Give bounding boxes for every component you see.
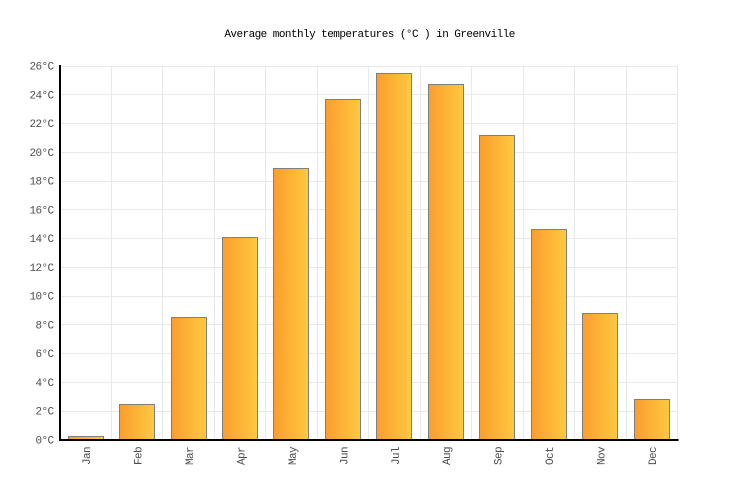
svg-text:Nov: Nov xyxy=(597,446,609,465)
svg-text:May: May xyxy=(288,446,300,465)
svg-text:Aug: Aug xyxy=(442,447,454,465)
svg-text:22°C: 22°C xyxy=(29,119,54,131)
svg-text:Sep: Sep xyxy=(494,447,506,465)
svg-text:Jan: Jan xyxy=(82,447,94,465)
svg-text:Jul: Jul xyxy=(391,447,403,465)
svg-text:4°C: 4°C xyxy=(35,378,54,390)
svg-text:20°C: 20°C xyxy=(29,148,54,160)
svg-text:Average monthly temperatures (: Average monthly temperatures (°C ) in Gr… xyxy=(224,29,514,41)
svg-text:14°C: 14°C xyxy=(29,234,54,246)
svg-text:26°C: 26°C xyxy=(29,62,54,74)
svg-text:Mar: Mar xyxy=(185,447,197,465)
svg-text:8°C: 8°C xyxy=(35,320,54,332)
svg-text:12°C: 12°C xyxy=(29,263,54,275)
svg-text:24°C: 24°C xyxy=(29,90,54,102)
svg-text:Jun: Jun xyxy=(339,447,351,465)
svg-text:Oct: Oct xyxy=(545,447,557,465)
svg-text:Dec: Dec xyxy=(648,447,660,465)
svg-text:10°C: 10°C xyxy=(29,292,54,304)
svg-text:2°C: 2°C xyxy=(35,407,54,419)
svg-text:Feb: Feb xyxy=(133,447,145,465)
svg-text:16°C: 16°C xyxy=(29,205,54,217)
svg-text:18°C: 18°C xyxy=(29,177,54,189)
svg-text:6°C: 6°C xyxy=(35,349,54,361)
svg-text:0°C: 0°C xyxy=(35,436,54,448)
svg-text:Apr: Apr xyxy=(236,447,248,465)
